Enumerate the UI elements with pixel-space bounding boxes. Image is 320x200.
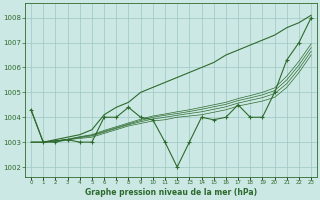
X-axis label: Graphe pression niveau de la mer (hPa): Graphe pression niveau de la mer (hPa) bbox=[85, 188, 257, 197]
